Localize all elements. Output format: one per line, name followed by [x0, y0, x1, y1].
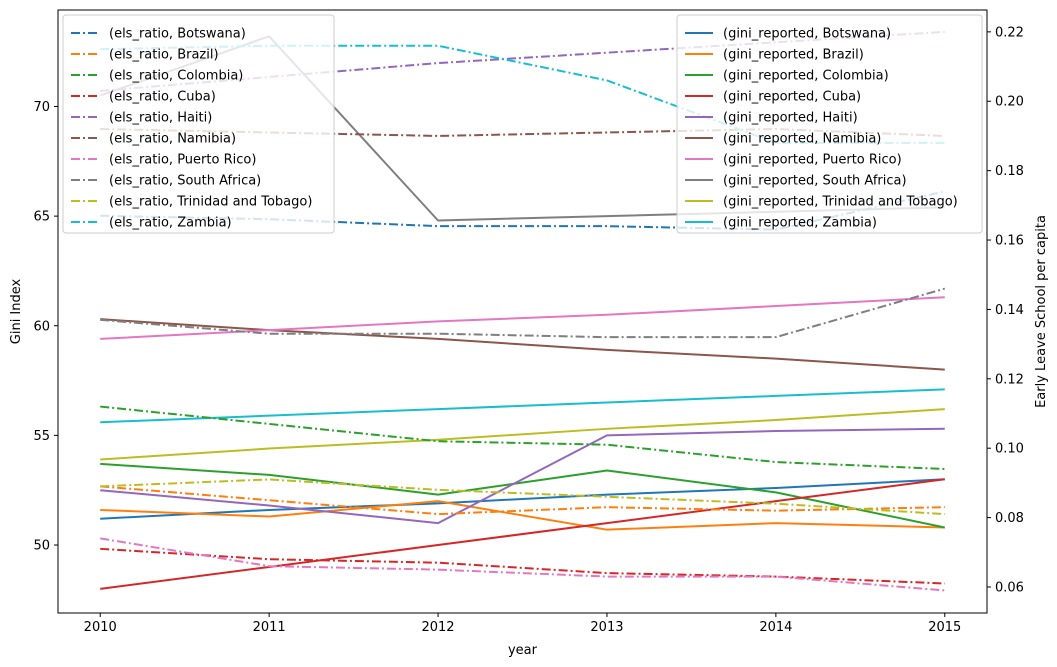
legend-box: [676, 14, 983, 234]
els-series-line: [100, 485, 945, 516]
legend-label: (gini_reported, Haiti): [723, 111, 858, 126]
gini-series-line: [100, 296, 945, 340]
y2-tick-label: 0.06: [995, 580, 1024, 595]
legend-label: (gini_reported, Cuba): [723, 90, 861, 105]
legend-gini: (gini_reported, Botswana) (gini_reported,…: [676, 14, 983, 234]
y2-tick-label: 0.20: [995, 95, 1024, 110]
els-series-line: [100, 478, 945, 516]
els-series-line: [100, 287, 946, 339]
legend-label: (gini_reported, South Africa): [723, 174, 907, 189]
y2-tick-label: 0.14: [995, 303, 1024, 318]
y-axis-ticks: 50 55 60 65 70: [33, 100, 58, 554]
plot-frame: [57, 9, 988, 614]
y-tick-label: 50: [33, 539, 50, 554]
y2-tick-label: 0.18: [995, 164, 1024, 179]
legend-box: [62, 14, 335, 234]
gini-series-line: [100, 478, 945, 590]
legend-label: (gini_reported, Trinidad and Tobago): [723, 195, 958, 210]
els-series-line: [100, 405, 945, 471]
els-series-line: [100, 537, 945, 592]
gini-series-line: [100, 478, 945, 520]
y2-tick-label: 0.08: [995, 511, 1024, 526]
legend-label: (els_ratio, South Africa): [109, 174, 261, 189]
legend-label: (els_ratio, Cuba): [109, 90, 216, 105]
els-series-line: [100, 547, 945, 585]
y2-tick-label: 0.16: [995, 234, 1024, 249]
x-tick-label: 2013: [590, 620, 623, 635]
legend-label: (gini_reported, Puerto Rico): [723, 153, 902, 168]
legend-label: (els_ratio, Puerto Rico): [109, 153, 256, 168]
legend-label: (gini_reported, Zambia): [723, 216, 877, 231]
legend-label: (gini_reported, Brazil): [723, 48, 864, 63]
gini-series-line: [100, 408, 945, 461]
y-tick-label: 60: [33, 319, 50, 334]
y-tick-label: 65: [33, 210, 50, 225]
y2-tick-label: 0.22: [995, 25, 1024, 40]
legend-label: (els_ratio, Colombia): [109, 69, 243, 84]
gini-series-line: [100, 427, 945, 525]
legend-label: (gini_reported, Colombia): [723, 69, 889, 84]
legend-label: (gini_reported, Namibia): [723, 132, 881, 147]
legend-label: (els_ratio, Botswana): [109, 27, 246, 42]
legend-label: (gini_reported, Botswana): [723, 27, 891, 42]
gini-series-line: [100, 500, 945, 531]
legend-label: (els_ratio, Namibia): [109, 132, 236, 147]
legend-els: (els_ratio, Botswana) (els_ratio, Brazil)…: [62, 14, 335, 234]
y-tick-label: 70: [33, 100, 50, 115]
legend-label: (els_ratio, Trinidad and Tobago): [109, 195, 312, 210]
x-tick-label: 2014: [759, 620, 792, 635]
gini-series-line: [100, 318, 945, 371]
y2-tick-label: 0.10: [995, 442, 1024, 457]
y2-tick-label: 0.12: [995, 372, 1024, 387]
gini-series-line: [100, 388, 945, 424]
y2-axis-ticks: 0.06 0.08 0.10 0.12 0.14 0.16 0.18 0.20 0.22: [987, 25, 1024, 595]
x-tick-label: 2010: [84, 620, 117, 635]
y-tick-label: 55: [33, 429, 50, 444]
x-tick-label: 2015: [928, 620, 961, 635]
y2-axis-title: Early Leave School per capita: [1034, 215, 1049, 408]
x-axis-title: year: [508, 643, 538, 658]
legend-label: (els_ratio, Zambia): [109, 216, 232, 231]
legend-label: (els_ratio, Haiti): [109, 111, 212, 126]
x-axis-ticks: 2010 2011 2012 2013 2014 2015: [84, 613, 961, 635]
y-axis-title: Gini Index: [9, 278, 24, 344]
legend-label: (els_ratio, Brazil): [109, 48, 219, 63]
x-tick-label: 2012: [421, 620, 454, 635]
x-tick-label: 2011: [253, 620, 286, 635]
